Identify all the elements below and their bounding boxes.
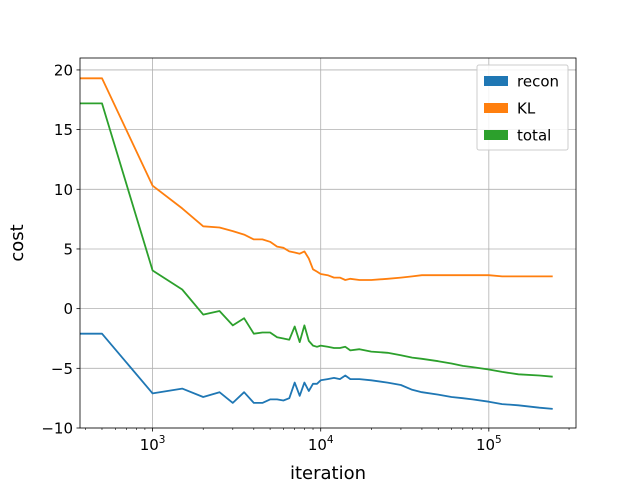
series-lines: [80, 77, 553, 410]
legend-label-total: total: [517, 127, 551, 145]
x-tick-label: 105: [476, 434, 502, 454]
y-tick-label: 0: [63, 300, 73, 318]
x-tick-label-base: 10: [140, 436, 159, 454]
x-tick-label-exponent: 3: [159, 434, 166, 446]
y-tick-label: −5: [51, 360, 73, 378]
x-tick-label-base: 10: [476, 436, 495, 454]
x-tick-label-exponent: 5: [495, 434, 502, 446]
legend-swatch-total: [484, 130, 508, 140]
series-line-KL: [80, 77, 553, 281]
y-tick-label: 10: [54, 181, 73, 199]
y-axis-label: cost: [7, 224, 28, 261]
legend-label-KL: KL: [517, 100, 536, 118]
y-tick-label: −10: [41, 420, 73, 438]
x-tick-label: 104: [308, 434, 334, 454]
x-tick-label-exponent: 4: [327, 434, 334, 446]
plot-area-frame: [79, 57, 577, 429]
x-tick-label: 103: [140, 434, 166, 454]
y-tick-label: 20: [54, 61, 73, 79]
y-tick-label: 15: [54, 121, 73, 139]
legend-frame: [476, 64, 569, 151]
x-tick-label-base: 10: [308, 436, 327, 454]
legend-swatch-recon: [484, 76, 508, 86]
series-line-recon: [80, 332, 553, 410]
x-axis-label: iteration: [290, 463, 366, 480]
y-tick-label: 5: [63, 240, 73, 258]
series-line-total: [80, 102, 553, 378]
legend-swatch-KL: [484, 103, 508, 113]
legend: recon KL total: [476, 64, 569, 151]
legend-label-recon: recon: [517, 73, 559, 91]
